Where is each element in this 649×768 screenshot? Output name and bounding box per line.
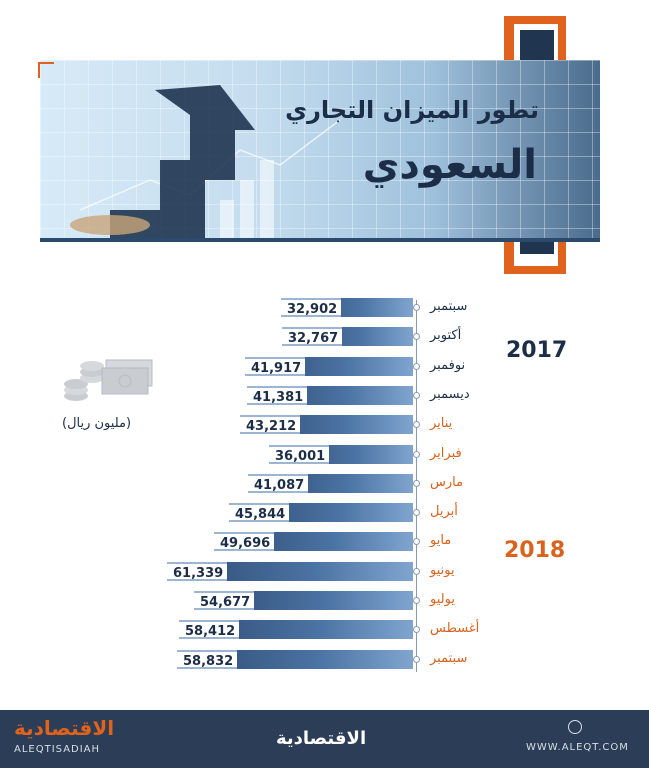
bar-value-label: 36,001 bbox=[269, 444, 330, 464]
bar-value-label: 58,832 bbox=[177, 649, 238, 669]
header-banner bbox=[40, 60, 600, 242]
footer-logo-en: ALEQTISADIAH bbox=[14, 744, 101, 755]
category-label: نوفمبر bbox=[430, 357, 466, 373]
axis-marker-dot bbox=[413, 304, 420, 311]
category-label: سبتمبر bbox=[430, 650, 468, 666]
rising-arrow-graphic bbox=[70, 85, 341, 238]
category-label: أغسطس bbox=[430, 621, 480, 637]
axis-marker-dot bbox=[413, 450, 420, 458]
bar-value-label: 41,381 bbox=[247, 385, 308, 405]
bar-value-label: 41,087 bbox=[248, 473, 309, 493]
bar-value-label: 58,412 bbox=[179, 620, 240, 640]
coins-and-banknotes-icon bbox=[62, 352, 158, 410]
year-label-2017: 2017 bbox=[506, 338, 568, 363]
year-label-2018: 2018 bbox=[504, 538, 566, 563]
category-label: فبراير bbox=[430, 445, 462, 461]
bar-value-label: 41,917 bbox=[245, 356, 306, 376]
footer-brand-center: الاقتصادية bbox=[276, 728, 367, 749]
footer-globe-icon bbox=[568, 720, 582, 734]
category-label: ديسمبر bbox=[430, 386, 470, 402]
category-label: سبتمبر bbox=[430, 299, 468, 314]
axis-marker-dot bbox=[413, 655, 420, 663]
bar-value-label: 61,339 bbox=[167, 561, 228, 581]
axis-marker-dot bbox=[413, 538, 420, 546]
banner-corner-accent bbox=[38, 62, 54, 78]
category-label: مايو bbox=[430, 533, 452, 549]
axis-marker-dot bbox=[413, 597, 420, 604]
axis-marker-dot bbox=[413, 421, 420, 429]
bar-value-label: 54,677 bbox=[194, 591, 255, 610]
bar bbox=[167, 561, 413, 581]
bar-value-label: 45,844 bbox=[229, 503, 290, 523]
category-label: يوليو bbox=[430, 592, 455, 607]
category-label: أبريل bbox=[430, 504, 458, 520]
axis-marker-dot bbox=[413, 333, 420, 341]
axis-marker-dot bbox=[413, 391, 420, 399]
page-title-line1: تطور الميزان التجاري bbox=[285, 96, 539, 124]
page-title-line2: السعودي bbox=[362, 142, 537, 188]
banner-grid bbox=[40, 60, 600, 238]
footer-bar bbox=[0, 710, 649, 768]
footer-website-link[interactable]: WWW.ALEQT.COM bbox=[526, 742, 629, 753]
category-label: يونيو bbox=[430, 562, 455, 578]
bar-value-label: 43,212 bbox=[240, 415, 301, 435]
axis-marker-dot bbox=[413, 626, 420, 634]
axis-marker-dot bbox=[413, 567, 420, 575]
bar-value-label: 49,696 bbox=[214, 532, 275, 552]
axis-marker-dot bbox=[413, 509, 420, 517]
category-label: يناير bbox=[430, 416, 453, 432]
category-label: أكتوبر bbox=[430, 328, 462, 344]
unit-label: (مليون ريال) bbox=[62, 416, 132, 431]
category-label: مارس bbox=[430, 474, 464, 490]
bar-value-label: 32,767 bbox=[282, 327, 343, 347]
axis-marker-dot bbox=[413, 362, 420, 370]
axis-marker-dot bbox=[413, 479, 420, 487]
footer-logo-ar: الاقتصادية bbox=[14, 716, 115, 740]
bar-value-label: 32,902 bbox=[281, 298, 342, 317]
